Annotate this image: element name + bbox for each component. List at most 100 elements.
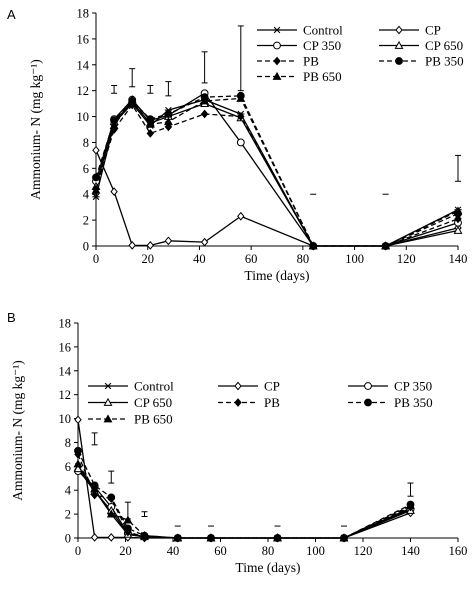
data-point (107, 533, 115, 542)
legend-marker (273, 26, 281, 34)
y-tick-label: 0 (65, 532, 71, 546)
data-point (92, 145, 100, 155)
data-point (107, 493, 116, 502)
x-tick-label: 20 (141, 252, 154, 266)
error-bar (201, 51, 208, 84)
data-point (106, 509, 116, 518)
legend-label: PB (303, 54, 319, 69)
data-point (164, 236, 173, 246)
data-point (128, 240, 136, 250)
data-point (164, 110, 173, 118)
data-point (308, 241, 318, 250)
data-point (123, 524, 132, 533)
x-tick-label: 120 (354, 544, 373, 558)
legend-marker (234, 381, 242, 391)
legend-item-pb-650: PB 650 (257, 69, 342, 84)
x-tick-label: 60 (245, 252, 258, 266)
data-point (173, 533, 183, 542)
legend-item-cp-350: CP 350 (257, 38, 341, 53)
legend-item-control: Control (88, 379, 174, 394)
series-points-cp (92, 145, 462, 251)
data-point (127, 95, 137, 104)
error-bar (237, 25, 244, 92)
data-point (381, 241, 391, 250)
data-point (109, 120, 119, 129)
y-tick-label: 6 (65, 460, 71, 474)
y-tick-label: 14 (59, 364, 72, 378)
x-tick-label: 20 (119, 544, 132, 558)
data-point (453, 206, 463, 215)
data-point (200, 96, 210, 105)
y-tick-label: 16 (77, 32, 90, 46)
y-tick-label: 8 (65, 436, 71, 450)
data-point (74, 415, 82, 425)
data-point (236, 138, 245, 147)
series-line-pb-650 (77, 463, 411, 539)
data-point (273, 533, 282, 542)
x-tick-label: 160 (449, 544, 468, 558)
data-point (237, 211, 245, 221)
data-point (145, 119, 155, 128)
legend-item-cp-650: CP 650 (88, 395, 172, 410)
legend-label: CP (425, 23, 441, 38)
legend-item-cp: CP (379, 23, 441, 38)
legend-item-control: Control (257, 23, 343, 38)
legend-item-cp: CP (218, 379, 280, 394)
error-bar (147, 84, 154, 94)
x-tick-label: 140 (401, 544, 420, 558)
legend-label: PB (264, 395, 280, 410)
error-bar (111, 84, 118, 94)
y-tick-label: 8 (83, 136, 89, 150)
error-bar (165, 81, 172, 97)
legend: Control CP CP 350 CP 650 PB PB 350 PB 650 (257, 23, 464, 84)
legend-label: CP 650 (134, 395, 172, 410)
y-tick-label: 12 (77, 84, 90, 98)
legend-marker (364, 398, 372, 407)
legend-marker (395, 57, 403, 65)
legend-label: PB 650 (303, 69, 342, 84)
error-bar (108, 470, 115, 484)
data-point (91, 185, 101, 194)
y-tick-label: 4 (65, 484, 72, 498)
x-axis-title: Time (days) (235, 560, 300, 575)
legend-item-pb: PB (257, 54, 319, 69)
error-bar (129, 68, 136, 88)
data-point (237, 112, 245, 121)
data-point (146, 129, 155, 138)
data-point (73, 464, 83, 473)
panel-letter: B (7, 310, 16, 325)
legend-label: PB 650 (134, 412, 173, 427)
data-point (236, 93, 246, 102)
legend-item-pb-350: PB 350 (379, 54, 464, 69)
series-points-pb-650 (91, 93, 463, 250)
legend-marker (364, 382, 372, 390)
legend-marker (104, 382, 112, 390)
legend-marker (273, 41, 281, 50)
data-point (110, 187, 118, 197)
panel-a: A 0 2 4 6 8 10 12 14 16 18 0 20 40 60 80 100 120 140 Time (… (7, 7, 467, 284)
legend-label: CP 650 (425, 38, 463, 53)
y-axis-title: Ammonium- N (mg kg⁻¹) (10, 360, 25, 501)
x-tick-label: 80 (262, 544, 275, 558)
legend-label: CP (264, 379, 280, 394)
data-point (163, 117, 173, 126)
series-points-pb-350 (74, 446, 415, 542)
x-tick-label: 40 (167, 544, 180, 558)
x-tick-label: 100 (306, 544, 325, 558)
data-point (90, 490, 99, 500)
data-point (74, 446, 82, 455)
legend-label: PB 350 (394, 395, 433, 410)
data-point (406, 501, 415, 510)
y-tick-label: 12 (59, 388, 72, 402)
x-tick-label: 100 (345, 252, 364, 266)
data-point (200, 109, 209, 119)
x-tick-label: 120 (397, 252, 416, 266)
legend-label: CP 350 (394, 379, 432, 394)
data-point (140, 530, 149, 539)
y-tick-label: 16 (59, 340, 72, 354)
y-tick-label: 6 (83, 162, 89, 176)
legend-marker (394, 40, 404, 49)
y-tick-label: 10 (77, 110, 90, 124)
data-point (146, 240, 155, 250)
